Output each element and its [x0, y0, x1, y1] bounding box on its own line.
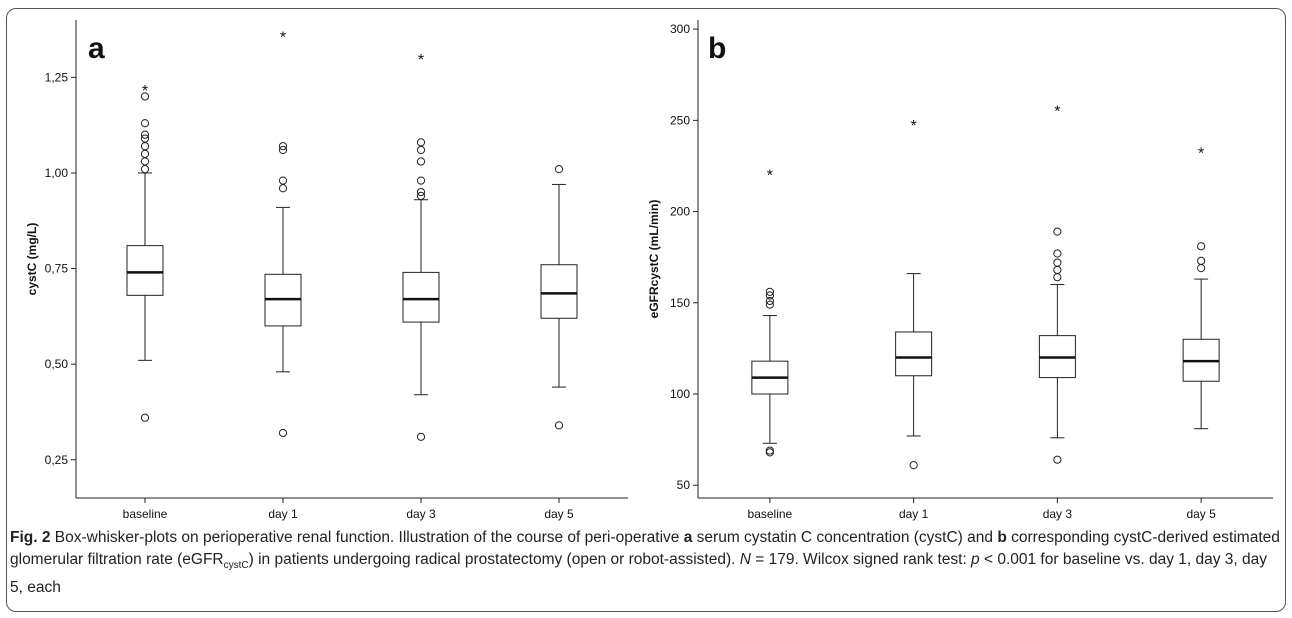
outlier-point	[765, 296, 774, 306]
caption-n-text: = 179. Wilcox signed rank test:	[750, 551, 972, 568]
outlier-point	[765, 287, 774, 296]
extreme-point: *	[418, 52, 424, 69]
outlier-point	[140, 92, 150, 101]
x-tick-label: day 1	[899, 507, 929, 521]
outlier-point	[140, 149, 150, 158]
outlier-point	[140, 142, 150, 151]
outlier-point	[909, 461, 918, 470]
outlier-point	[416, 145, 426, 155]
outlier-point	[278, 142, 288, 151]
outlier-point	[278, 184, 288, 193]
x-tick-label: day 5	[544, 507, 574, 521]
extreme-point: *	[1198, 145, 1204, 162]
y-tick-label: 0,75	[45, 262, 69, 276]
outlier-point	[1053, 455, 1062, 464]
y-tick-label: 150	[670, 296, 690, 310]
y-tick-label: 0,25	[45, 453, 69, 467]
outlier-point	[278, 428, 288, 438]
panel-b: 50 100 150 200 250 300 eGFRcystC (mL/min) b base…	[647, 20, 1273, 521]
outlier-point	[416, 157, 426, 166]
y-tick-label: 1,00	[45, 166, 69, 180]
y-axis-label: eGFRcystC (mL/min)	[647, 200, 661, 319]
box-iqr	[540, 264, 578, 319]
x-tick-label: baseline	[748, 507, 793, 521]
box-iqr	[402, 271, 440, 323]
y-tick-label: 1,25	[45, 70, 69, 84]
extreme-point: *	[767, 167, 773, 184]
x-tick-label: day 3	[406, 507, 436, 521]
caption-b-text: corresponding cystC-derived estimated gl…	[10, 529, 1280, 568]
figure-caption: Fig. 2 Box-whisker-plots on perioperativ…	[10, 527, 1282, 599]
caption-p-text: < 0.001 for baseline vs. day 1, day 3, d…	[10, 551, 1268, 597]
outlier-point	[140, 413, 150, 422]
y-tick-label: 0,50	[45, 357, 69, 371]
outlier-point	[416, 138, 426, 147]
caption-a-label: a	[683, 529, 693, 546]
caption-title: Box-whisker-plots on perioperative renal…	[50, 529, 684, 546]
outlier-point	[1053, 249, 1062, 258]
y-tick-label: 250	[670, 113, 690, 127]
outlier-point	[416, 432, 426, 441]
x-tick-label: day 3	[1043, 507, 1073, 521]
outlier-point	[1053, 265, 1062, 275]
caption-n-label: N	[739, 551, 751, 568]
outlier-point	[765, 446, 774, 455]
x-tick-label: baseline	[123, 507, 168, 521]
outlier-point	[278, 176, 288, 185]
extreme-point: *	[911, 118, 917, 135]
outlier-point	[1053, 258, 1062, 267]
panel-label: a	[88, 32, 105, 65]
outlier-point	[1197, 256, 1206, 265]
outlier-point	[140, 130, 150, 139]
extreme-point: *	[1054, 103, 1060, 120]
outlier-point	[765, 291, 774, 300]
panel-a: 0,25 0,50 0,75 1,00 1,25 cystC (mg/L) a baselin…	[25, 20, 628, 521]
outlier-point	[1197, 242, 1206, 251]
outlier-point	[554, 165, 564, 174]
y-axis-label: cystC (mg/L)	[25, 223, 39, 296]
outlier-point	[416, 187, 426, 197]
outlier-point	[554, 421, 564, 430]
y-tick-label: 100	[670, 387, 690, 401]
outlier-point	[140, 119, 150, 128]
figure-frame	[6, 8, 1286, 612]
box-iqr	[895, 331, 933, 377]
x-tick-label: day 5	[1186, 507, 1216, 521]
extreme-point: *	[142, 83, 148, 100]
outlier-point	[765, 300, 774, 309]
y-tick-label: 50	[677, 478, 691, 492]
x-tick-label: day 1	[268, 507, 298, 521]
outlier-point	[1053, 273, 1062, 282]
caption-rest: ) in patients undergoing radical prostat…	[248, 551, 740, 568]
y-tick-label: 300	[670, 22, 690, 36]
outlier-point	[140, 165, 150, 174]
outlier-point	[140, 157, 150, 166]
outlier-point	[140, 134, 150, 143]
caption-a-text: serum cystatin C concentration (cystC) a…	[692, 529, 998, 546]
y-tick-label: 200	[670, 205, 690, 219]
box-iqr	[126, 245, 164, 296]
panel-label: b	[708, 32, 726, 65]
extreme-point: *	[280, 29, 286, 46]
caption-p-label: p	[971, 551, 980, 568]
outlier-point	[416, 176, 426, 185]
outlier-point	[1197, 264, 1206, 273]
caption-fig-label: Fig. 2	[10, 529, 51, 546]
caption-b-label: b	[997, 529, 1007, 546]
caption-subscript: cystC	[223, 560, 249, 572]
outlier-point	[416, 191, 426, 201]
outlier-point	[278, 145, 288, 155]
outlier-point	[1053, 227, 1062, 236]
